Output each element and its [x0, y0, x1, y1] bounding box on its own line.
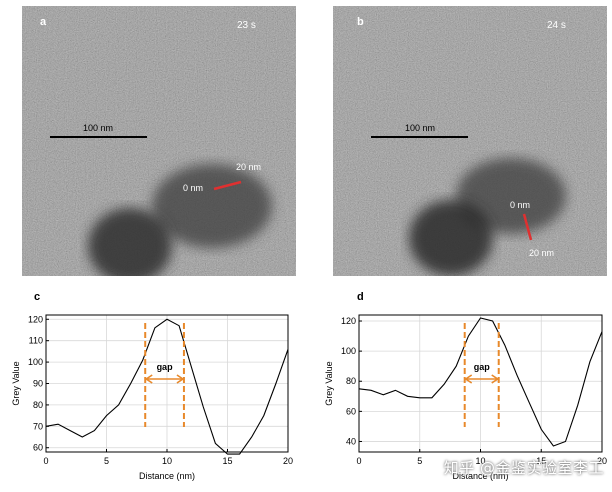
panel-letter-d: d: [357, 291, 364, 303]
scalebar-label-a: 100 nm: [83, 123, 113, 133]
chart-d-y-tick-label: 60: [346, 406, 356, 416]
chart-c-gap-arrow-head-right: [176, 374, 185, 384]
chart-c-x-axis-label: Distance (nm): [139, 471, 195, 481]
chart-d-x-tick-label: 5: [417, 456, 422, 466]
timestamp-b: 24 s: [547, 20, 566, 31]
chart-c-x-tick-label: 15: [222, 456, 232, 466]
chart-d-y-tick-label: 40: [346, 436, 356, 446]
chart-c-gap-arrow-head-left: [144, 374, 153, 384]
profile-line-b: [522, 213, 533, 241]
profile-start-label-a: 0 nm: [183, 183, 203, 193]
chart-c-y-axis-label: Grey Value: [11, 361, 21, 405]
profile-start-label-b: 0 nm: [510, 200, 530, 210]
micrograph-b: [333, 6, 607, 276]
chart-c-x-tick-label: 5: [104, 456, 109, 466]
panel-letter-b: b: [357, 16, 364, 28]
panel-letter-a: a: [40, 16, 47, 28]
chart-d-gap-arrow-head-right: [491, 374, 500, 384]
timestamp-a: 23 s: [237, 20, 256, 31]
chart-c-gap-label: gap: [157, 362, 174, 372]
chart-d-y-axis-label: Grey Value: [324, 361, 334, 405]
chart-d-gap-label: gap: [474, 362, 491, 372]
chart-c-x-tick-label: 0: [43, 456, 48, 466]
chart-d-x-tick-label: 15: [536, 456, 546, 466]
chart-d-x-tick-label: 0: [356, 456, 361, 466]
chart-c-y-tick-label: 90: [33, 379, 43, 389]
chart-c-y-tick-label: 60: [33, 443, 43, 453]
scalebar-label-b: 100 nm: [405, 123, 435, 133]
chart-d-x-tick-label: 20: [597, 456, 607, 466]
chart-c-y-tick-label: 80: [33, 400, 43, 410]
profile-line-a: [213, 180, 242, 191]
micrograph-a: [22, 6, 296, 276]
chart-c-y-tick-label: 70: [33, 421, 43, 431]
chart-d-series-line: [358, 317, 603, 447]
chart-c-y-tick-label: 100: [28, 357, 43, 367]
chart-d-y-tick-label: 100: [341, 346, 356, 356]
chart-c-x-tick-label: 20: [283, 456, 293, 466]
chart-d-y-tick-label: 80: [346, 376, 356, 386]
panel-letter-c: c: [34, 291, 40, 303]
chart-c-y-tick-label: 110: [29, 336, 43, 346]
chart-d-y-tick-label: 120: [341, 316, 356, 326]
chart-d-x-tick-label: 10: [475, 456, 485, 466]
chart-d: 0 5 10 15 20 40 60 80 100 120 Distance (nm) Grey Va…: [324, 314, 607, 481]
chart-c-series-line: [45, 318, 289, 455]
chart-c-x-tick-label: 10: [162, 456, 172, 466]
profile-end-label-a: 20 nm: [236, 162, 261, 172]
chart-c: 0 5 10 15 20 60 70 80 90 100 110 120 Distance (nm) Gr…: [11, 314, 293, 481]
watermark-text: 知乎 @金鉴实验室李工: [443, 459, 604, 477]
chart-d-gap-arrow-head-left: [464, 374, 473, 384]
chart-d-x-axis-label: Distance (nm): [452, 471, 508, 481]
chart-c-y-tick-label: 120: [28, 314, 43, 324]
profile-end-label-b: 20 nm: [529, 248, 554, 258]
